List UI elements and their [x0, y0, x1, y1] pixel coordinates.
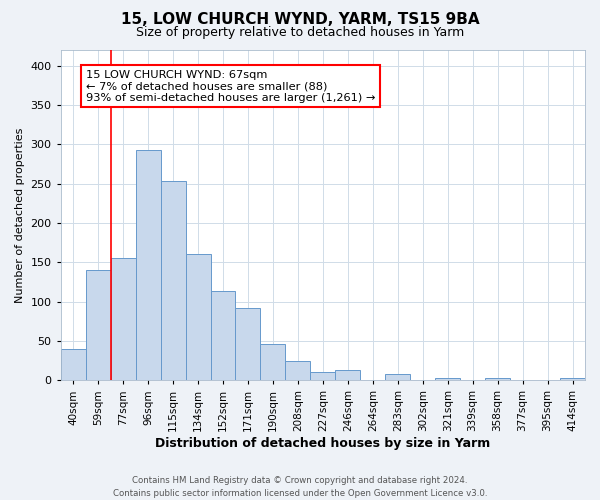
Bar [61, 349, 86, 380]
Text: 15 LOW CHURCH WYND: 67sqm
← 7% of detached houses are smaller (88)
93% of semi-d: 15 LOW CHURCH WYND: 67sqm ← 7% of detach… [86, 70, 375, 103]
Bar [235, 308, 260, 380]
Bar [286, 360, 310, 380]
Bar [211, 292, 235, 380]
Y-axis label: Number of detached properties: Number of detached properties [15, 128, 25, 303]
Bar [310, 372, 335, 380]
Bar [435, 378, 460, 380]
Text: Size of property relative to detached houses in Yarm: Size of property relative to detached ho… [136, 26, 464, 39]
Bar [485, 378, 510, 380]
Text: Contains HM Land Registry data © Crown copyright and database right 2024.
Contai: Contains HM Land Registry data © Crown c… [113, 476, 487, 498]
Bar [110, 258, 136, 380]
Bar [86, 270, 110, 380]
Bar [385, 374, 410, 380]
Bar [335, 370, 361, 380]
Text: 15, LOW CHURCH WYND, YARM, TS15 9BA: 15, LOW CHURCH WYND, YARM, TS15 9BA [121, 12, 479, 28]
X-axis label: Distribution of detached houses by size in Yarm: Distribution of detached houses by size … [155, 437, 490, 450]
Bar [260, 344, 286, 381]
Bar [185, 254, 211, 380]
Bar [560, 378, 585, 380]
Bar [136, 150, 161, 380]
Bar [161, 182, 185, 380]
